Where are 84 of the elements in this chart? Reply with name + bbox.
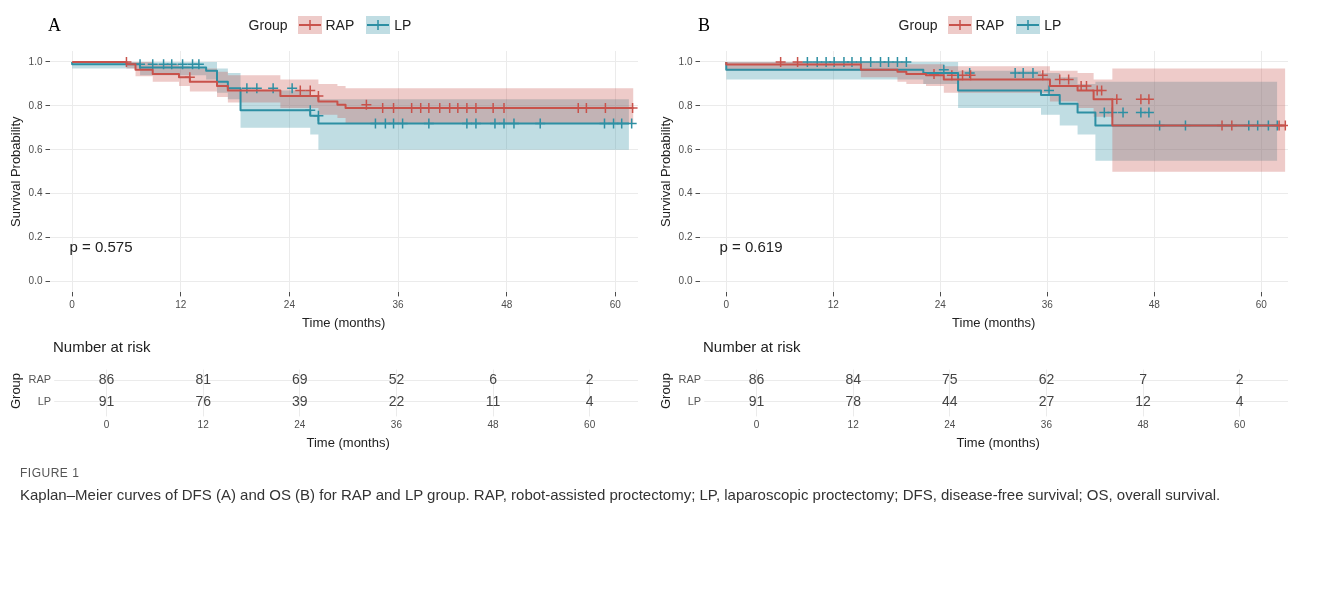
x-tick-label: 0 xyxy=(103,419,110,431)
text: Kaplan–Meier curves of DFS (A) and OS (B) for RAP and LP group. RAP, robot-assisted proctectomy; LP, laparoscopic proctectomy; DFS, disease-free survival; OS, overall survival. xyxy=(20,485,1222,505)
data-label: 7 xyxy=(1139,371,1148,388)
data-label: 81 xyxy=(195,371,212,388)
legend-label: RAP xyxy=(325,17,355,33)
data-label: 91 xyxy=(748,392,765,409)
y-axis-title: Group xyxy=(8,372,24,410)
y-tick-label: 0.8 xyxy=(28,99,43,111)
x-tick-label: 0 xyxy=(753,419,760,431)
data-label: 86 xyxy=(98,371,115,388)
x-tick-label: 60 xyxy=(584,419,596,431)
data-label: 4 xyxy=(1235,392,1244,409)
data-label: 78 xyxy=(845,392,862,409)
y-tick-label: 0.6 xyxy=(678,143,693,155)
chart-title: Number at risk xyxy=(52,337,152,357)
data-label: 62 xyxy=(1038,371,1055,388)
x-axis-title: Time (months) xyxy=(956,434,1040,450)
x-tick-label: 60 xyxy=(609,299,622,311)
x-tick-label: 48 xyxy=(1137,419,1150,431)
data-label: 39 xyxy=(292,392,308,409)
x-tick-label: 36 xyxy=(1040,419,1053,431)
x-tick-label: 48 xyxy=(1148,299,1161,311)
x-tick-label: 48 xyxy=(487,419,500,431)
data-label: 75 xyxy=(942,371,958,388)
y-tick-label: 0.4 xyxy=(678,187,693,199)
legend-label: LP xyxy=(394,17,412,33)
y-tick-label: 1.0 xyxy=(28,55,43,67)
x-axis-title: Time (months) xyxy=(302,314,386,330)
data-label: 86 xyxy=(748,371,765,388)
chart-title: B xyxy=(697,14,711,36)
legend-title: Group xyxy=(248,17,288,33)
x-tick-label: 24 xyxy=(294,419,306,431)
data-label: 69 xyxy=(292,371,308,388)
y-tick-label: 1.0 xyxy=(678,55,693,67)
x-tick-label: 0 xyxy=(69,299,76,311)
x-axis-title: Time (months) xyxy=(952,314,1036,330)
x-tick-label: 12 xyxy=(197,419,210,431)
legend-title: Group xyxy=(898,17,938,33)
data-label: 2 xyxy=(1235,371,1244,388)
data-label: 44 xyxy=(942,392,958,409)
x-tick-label: 12 xyxy=(175,299,187,311)
data-label: 22 xyxy=(388,392,405,409)
x-tick-label: 24 xyxy=(934,299,947,311)
data-label: 4 xyxy=(585,392,594,409)
y-tick-label: 0.4 xyxy=(28,187,43,199)
y-tick-label: RAP xyxy=(28,373,52,386)
data-label: 27 xyxy=(1038,392,1055,409)
x-tick-label: 36 xyxy=(392,299,405,311)
data-label: 52 xyxy=(388,371,405,388)
x-tick-label: 60 xyxy=(1255,299,1268,311)
data-label: 11 xyxy=(485,392,501,409)
text: FIGURE 1 xyxy=(20,466,81,480)
y-tick-label: 0.8 xyxy=(678,99,693,111)
x-axis-title: Time (months) xyxy=(306,434,390,450)
chart-title: A xyxy=(47,14,62,36)
x-tick-label: 60 xyxy=(1234,419,1246,431)
data-label: 2 xyxy=(585,371,594,388)
data-label: 84 xyxy=(845,371,862,388)
y-axis-title: Survival Probability xyxy=(8,115,24,227)
x-tick-label: 12 xyxy=(827,299,840,311)
chart-title: Number at risk xyxy=(702,337,802,357)
y-tick-label: 0.6 xyxy=(28,143,43,155)
x-tick-label: 48 xyxy=(501,299,513,311)
y-tick-label: 0.2 xyxy=(678,231,693,243)
x-tick-label: 24 xyxy=(944,419,956,431)
data-label: 12 xyxy=(1135,392,1152,409)
y-axis-title: Group xyxy=(658,372,674,410)
legend-label: RAP xyxy=(975,17,1005,33)
x-tick-label: 0 xyxy=(723,299,730,311)
x-tick-label: 24 xyxy=(283,299,296,311)
legend-label: LP xyxy=(1044,17,1062,33)
data-label: 91 xyxy=(98,392,115,409)
y-axis-title: Survival Probability xyxy=(658,115,674,227)
y-tick-label: 0.2 xyxy=(28,231,43,243)
x-tick-label: 36 xyxy=(390,419,403,431)
x-tick-label: 12 xyxy=(847,419,860,431)
data-label: 76 xyxy=(195,392,212,409)
x-tick-label: 36 xyxy=(1041,299,1054,311)
y-tick-label: 0.0 xyxy=(28,275,43,287)
annotation: p = 0.575 xyxy=(69,237,133,255)
y-tick-label: RAP xyxy=(678,373,702,386)
annotation: p = 0.619 xyxy=(719,237,783,255)
y-tick-label: 0.0 xyxy=(678,275,693,287)
data-label: 6 xyxy=(489,371,498,388)
